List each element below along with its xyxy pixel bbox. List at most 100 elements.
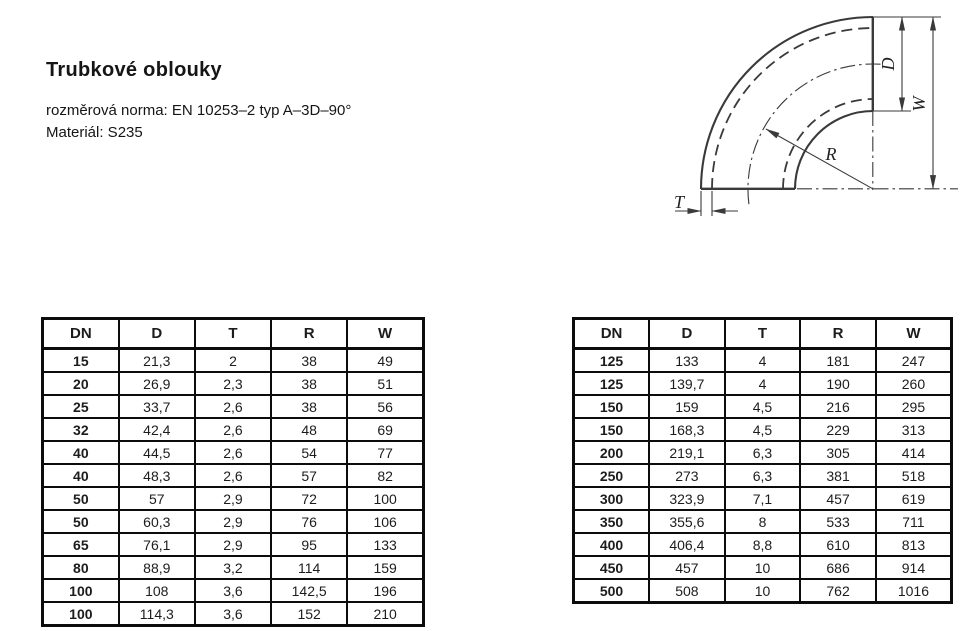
column-header: R xyxy=(270,317,349,350)
table-row: 250 273 6,3 381 518 xyxy=(572,463,953,488)
table-cell: 100 xyxy=(41,578,120,603)
table-cell: 295 xyxy=(874,394,953,419)
table-cell: 114 xyxy=(270,555,349,580)
table-row: 150 159 4,5 216 295 xyxy=(572,394,953,419)
table-row: 125 139,7 4 190 260 xyxy=(572,371,953,396)
table-cell: 100 xyxy=(41,601,120,627)
table-head: DN D T R W xyxy=(41,317,425,350)
dimensions-table-left: DN D T R W 15 21,3 2 38 49 20 26,9 2,3 38 51 25 33,7 2,6… xyxy=(41,317,425,627)
table-cell: 80 xyxy=(41,555,120,580)
table-cell: 4,5 xyxy=(723,394,802,419)
table-cell: 150 xyxy=(572,417,651,442)
elbow-diagram: D W R T xyxy=(674,15,958,216)
table-cell: 106 xyxy=(346,509,425,534)
table-row: 50 57 2,9 72 100 xyxy=(41,486,425,511)
table-row: 20 26,9 2,3 38 51 xyxy=(41,371,425,396)
table-cell: 50 xyxy=(41,509,120,534)
table-head: DN D T R W xyxy=(572,317,953,350)
table-cell: 457 xyxy=(799,486,877,511)
table-row: 200 219,1 6,3 305 414 xyxy=(572,440,953,465)
table-cell: 42,4 xyxy=(117,417,196,442)
table-cell: 38 xyxy=(270,371,349,396)
table-cell: 350 xyxy=(572,509,651,534)
table-cell: 2,3 xyxy=(193,371,273,396)
table-cell: 216 xyxy=(799,394,877,419)
table-cell: 142,5 xyxy=(270,578,349,603)
table-cell: 457 xyxy=(648,555,726,580)
table-cell: 125 xyxy=(572,371,651,396)
table-row: 150 168,3 4,5 229 313 xyxy=(572,417,953,442)
table-cell: 2,9 xyxy=(193,532,273,557)
table-cell: 2,9 xyxy=(193,509,273,534)
table-cell: 6,3 xyxy=(723,440,802,465)
table-cell: 414 xyxy=(874,440,953,465)
table-cell: 108 xyxy=(117,578,196,603)
table-row: 450 457 10 686 914 xyxy=(572,555,953,580)
dimension-line-r xyxy=(765,128,874,190)
table-cell: 133 xyxy=(346,532,425,557)
table-header-row: DN D T R W xyxy=(41,317,425,350)
table-cell: 1016 xyxy=(874,578,953,604)
table-row: 350 355,6 8 533 711 xyxy=(572,509,953,534)
page-title: Trubkové oblouky xyxy=(46,59,222,81)
table-row: 50 60,3 2,9 76 106 xyxy=(41,509,425,534)
elbow-inner-wall-dashed-arc xyxy=(782,98,874,190)
table-cell: 49 xyxy=(346,347,425,373)
table-cell: 125 xyxy=(572,347,651,373)
table-row: 15 21,3 2 38 49 xyxy=(41,347,425,373)
table-row: 32 42,4 2,6 48 69 xyxy=(41,417,425,442)
table-cell: 250 xyxy=(572,463,651,488)
table-cell: 32 xyxy=(41,417,120,442)
table-cell: 33,7 xyxy=(117,394,196,419)
table-row: 65 76,1 2,9 95 133 xyxy=(41,532,425,557)
column-header: DN xyxy=(572,317,651,350)
table-cell: 159 xyxy=(648,394,726,419)
table-cell: 619 xyxy=(874,486,953,511)
table-cell: 50 xyxy=(41,486,120,511)
column-header: D xyxy=(117,317,196,350)
table-cell: 2,6 xyxy=(193,440,273,465)
table-cell: 181 xyxy=(799,347,877,373)
table-cell: 229 xyxy=(799,417,877,442)
table-cell: 3,6 xyxy=(193,578,273,603)
table-cell: 69 xyxy=(346,417,425,442)
table-cell: 51 xyxy=(346,371,425,396)
table-cell: 44,5 xyxy=(117,440,196,465)
table-cell: 152 xyxy=(270,601,349,627)
table-cell: 56 xyxy=(346,394,425,419)
table-cell: 2 xyxy=(193,347,273,373)
elbow-outer-wall-dashed-arc xyxy=(711,27,874,190)
table-cell: 210 xyxy=(346,601,425,627)
table-cell: 355,6 xyxy=(648,509,726,534)
dim-label-t: T xyxy=(674,192,686,212)
table-cell: 10 xyxy=(723,578,802,604)
column-header: D xyxy=(648,317,726,350)
table-cell: 76,1 xyxy=(117,532,196,557)
table-cell: 711 xyxy=(874,509,953,534)
table-cell: 159 xyxy=(346,555,425,580)
table-cell: 762 xyxy=(799,578,877,604)
table-cell: 88,9 xyxy=(117,555,196,580)
table-cell: 313 xyxy=(874,417,953,442)
table-cell: 133 xyxy=(648,347,726,373)
table-cell: 6,3 xyxy=(723,463,802,488)
elbow-centerline-arc xyxy=(747,63,882,205)
table-cell: 686 xyxy=(799,555,877,580)
table-cell: 26,9 xyxy=(117,371,196,396)
column-header: DN xyxy=(41,317,120,350)
table-row: 25 33,7 2,6 38 56 xyxy=(41,394,425,419)
column-header: T xyxy=(723,317,802,350)
table-cell: 72 xyxy=(270,486,349,511)
column-header: R xyxy=(799,317,877,350)
table-cell: 150 xyxy=(572,394,651,419)
table-cell: 2,6 xyxy=(193,463,273,488)
table-cell: 406,4 xyxy=(648,532,726,557)
table-cell: 518 xyxy=(874,463,953,488)
table-cell: 139,7 xyxy=(648,371,726,396)
table-cell: 38 xyxy=(270,347,349,373)
table-cell: 2,9 xyxy=(193,486,273,511)
dim-label-d: D xyxy=(878,58,898,72)
elbow-outer-arc xyxy=(699,15,874,190)
table-cell: 48,3 xyxy=(117,463,196,488)
